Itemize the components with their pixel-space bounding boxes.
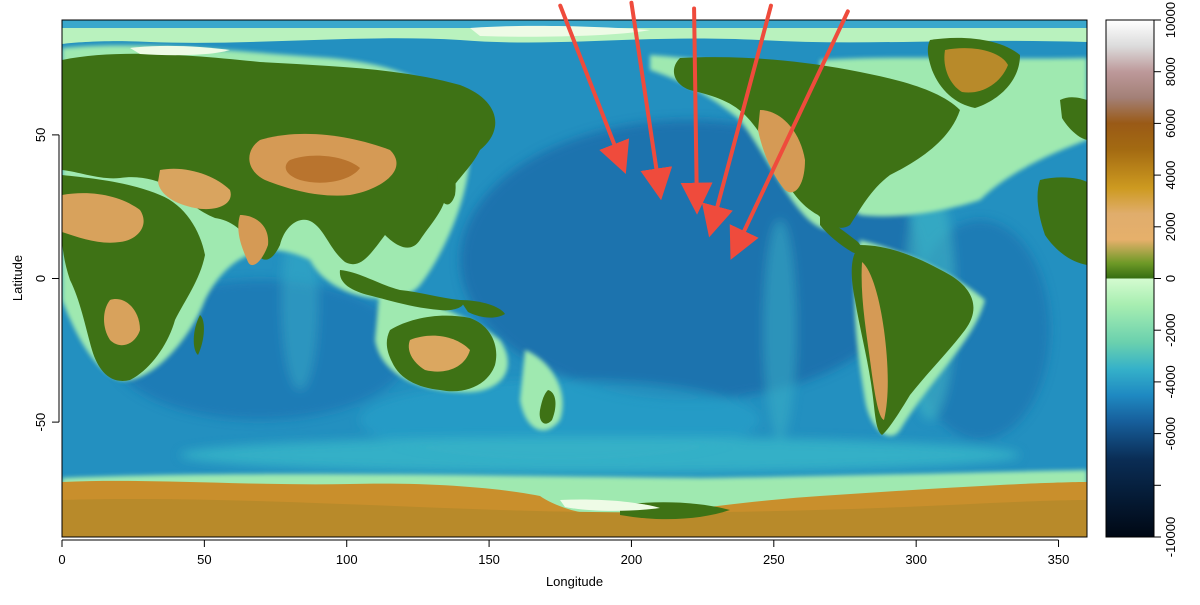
colorbar-tick-label: 6000	[1163, 109, 1178, 138]
colorbar-tick-label: -2000	[1163, 314, 1178, 347]
annotation-arrow	[701, 3, 773, 238]
x-tick-label: 350	[1048, 552, 1070, 567]
y-tick-label: 0	[33, 275, 48, 282]
x-tick-label: 200	[621, 552, 643, 567]
x-tick-label: 150	[478, 552, 500, 567]
annotation-arrow	[729, 9, 850, 260]
annotation-arrow	[558, 3, 630, 174]
colorbar-tick-label: -6000	[1163, 417, 1178, 450]
x-axis-label: Longitude	[546, 574, 603, 589]
colorbar-tick-label: 4000	[1163, 161, 1178, 190]
y-axis: -50 0 50	[33, 128, 60, 432]
x-tick-label: 0	[58, 552, 65, 567]
x-tick-label: 100	[336, 552, 358, 567]
colorbar-tick-label: -10000	[1163, 517, 1178, 557]
x-tick-label: 300	[905, 552, 927, 567]
plot-border	[61, 19, 1088, 538]
colorbar-tick-label: -4000	[1163, 365, 1178, 398]
x-axis: 0 50 100 150 200 250 300 350	[58, 539, 1070, 567]
colorbar-tick-label: 10000	[1163, 2, 1178, 38]
annotation-arrows	[558, 0, 850, 260]
y-tick-label: 50	[33, 128, 48, 142]
colorbar-tick-label: 2000	[1163, 212, 1178, 241]
colorbar-axis: -10000 -6000 -4000 -2000 0 2000 4000 6000 8000 10…	[1154, 2, 1178, 557]
colorbar-tick-label: 8000	[1163, 57, 1178, 86]
bathymetry-map	[62, 20, 1087, 537]
annotation-arrow	[629, 0, 673, 201]
x-tick-label: 250	[763, 552, 785, 567]
annotation-arrow	[680, 6, 713, 215]
colorbar	[1106, 20, 1154, 537]
x-tick-label: 50	[197, 552, 211, 567]
land-masses	[62, 37, 1087, 537]
y-axis-label: Latitude	[10, 255, 25, 301]
colorbar-tick-label: 0	[1163, 275, 1178, 282]
y-tick-label: -50	[33, 413, 48, 432]
ice-patches	[130, 25, 660, 511]
